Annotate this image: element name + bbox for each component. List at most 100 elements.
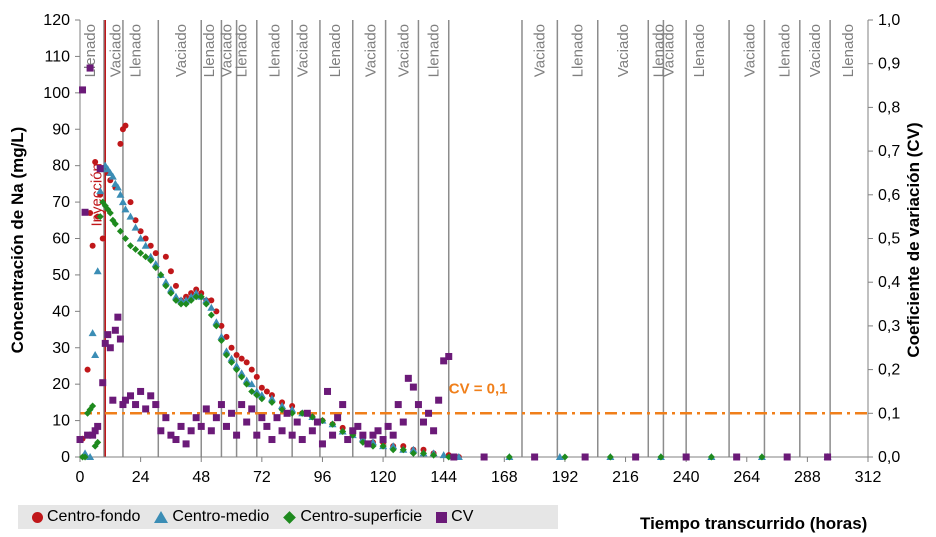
data-point-centro-superficie: [167, 289, 175, 297]
data-point-centro-fondo: [152, 250, 159, 257]
y-tick-label: 100: [43, 85, 70, 102]
data-point-cv: [172, 436, 180, 444]
data-point-cv: [106, 344, 114, 352]
y2-tick-label: 0,6: [878, 187, 900, 204]
data-point-centro-medio: [146, 252, 155, 260]
x-tick-label: 216: [612, 469, 639, 486]
data-point-centro-superficie: [111, 220, 119, 228]
triangle-marker-icon: [154, 511, 169, 523]
phase-label: Llenado: [201, 24, 218, 77]
circle-marker-icon: [32, 511, 43, 523]
data-point-cv: [298, 436, 306, 444]
phase-label: Vaciado: [660, 24, 677, 77]
y-tick-label: 0: [61, 449, 70, 466]
data-point-centro-fondo: [248, 366, 255, 373]
data-point-centro-fondo: [99, 235, 106, 242]
data-point-centro-fondo: [208, 297, 215, 304]
chart-plot: Llenado Vaciado Llenado Vaciado Llenado Vacia…: [43, 12, 900, 486]
data-point-centro-superficie: [202, 300, 210, 308]
data-point-cv: [94, 422, 102, 430]
diamond-marker-icon: [283, 510, 297, 524]
data-point-centro-medio: [108, 172, 117, 180]
x-tick-label: 168: [491, 469, 518, 486]
y-tick-label: 30: [52, 340, 70, 357]
data-point-centro-medio: [252, 387, 261, 395]
data-point-cv: [399, 418, 407, 426]
legend-label: Centro-medio: [172, 508, 270, 525]
phase-label: Llenado: [650, 24, 667, 77]
data-point-cv: [339, 401, 347, 409]
data-point-centro-fondo: [213, 308, 220, 315]
data-point-centro-medio: [126, 212, 135, 220]
data-point-cv: [121, 396, 129, 404]
data-point-cv: [76, 436, 84, 444]
data-point-cv: [329, 431, 337, 439]
data-point-centro-medio: [131, 223, 140, 231]
data-point-cv: [177, 422, 185, 430]
data-point-cv: [132, 401, 140, 409]
data-point-centro-medio: [278, 402, 287, 410]
data-point-cv: [394, 401, 402, 409]
legend-item-centro-fondo: Centro-fondo: [32, 508, 140, 526]
data-point-centro-superficie: [187, 296, 195, 304]
y-tick-label: 80: [52, 158, 70, 175]
data-point-cv: [334, 414, 342, 422]
data-point-centro-fondo: [233, 352, 240, 359]
data-point-centro-fondo: [263, 388, 270, 395]
y2-tick-label: 0,5: [878, 231, 900, 248]
data-point-cv: [212, 414, 220, 422]
legend-item-cv: CV: [436, 508, 473, 526]
data-point-centro-superficie: [419, 449, 427, 457]
data-point-centro-superficie: [96, 213, 104, 221]
phase-label: Vaciado: [294, 24, 311, 77]
data-point-centro-superficie: [238, 373, 246, 381]
data-point-centro-medio: [141, 241, 150, 249]
data-point-centro-medio: [86, 453, 95, 460]
data-point-centro-superficie: [339, 428, 347, 436]
data-point-cv: [111, 326, 119, 334]
data-point-centro-superficie: [152, 264, 160, 272]
data-point-centro-superficie: [399, 446, 407, 454]
data-point-cv: [228, 409, 236, 417]
data-point-centro-medio: [113, 183, 122, 191]
data-point-centro-superficie: [409, 449, 417, 457]
data-point-centro-superficie: [207, 311, 215, 319]
data-point-centro-medio: [267, 394, 276, 402]
x-tick-label: 240: [673, 469, 700, 486]
data-point-centro-superficie: [561, 453, 569, 461]
x-tick-label: 144: [430, 469, 457, 486]
data-point-cv: [581, 453, 589, 461]
data-point-cv: [142, 405, 150, 413]
data-point-cv: [86, 64, 94, 72]
data-point-centro-medio: [151, 259, 160, 267]
x-tick-label: 264: [733, 469, 760, 486]
data-point-centro-fondo: [137, 228, 144, 235]
legend-item-centro-medio: Centro-medio: [154, 508, 269, 526]
y2-tick-label: 0,0: [878, 449, 900, 466]
data-point-centro-fondo: [162, 253, 169, 260]
data-point-centro-medio: [182, 296, 191, 304]
data-point-centro-medio: [207, 303, 216, 311]
data-point-centro-superficie: [430, 451, 438, 459]
y-tick-label: 40: [52, 303, 70, 320]
legend-label: Centro-fondo: [47, 508, 141, 525]
phase-label: Llenado: [840, 24, 857, 77]
data-point-centro-medio: [166, 285, 175, 293]
data-point-centro-fondo: [218, 322, 225, 329]
data-point-cv: [99, 379, 107, 387]
data-point-centro-superficie: [106, 209, 114, 217]
data-point-centro-fondo: [228, 344, 235, 351]
data-point-cv: [81, 208, 89, 216]
data-point-centro-fondo: [147, 242, 154, 249]
y2-tick-label: 0,1: [878, 405, 900, 422]
data-point-cv: [733, 453, 741, 461]
data-point-cv: [344, 436, 352, 444]
y2-tick-label: 1,0: [878, 12, 900, 29]
data-point-centro-medio: [171, 292, 180, 300]
data-point-centro-medio: [136, 234, 145, 242]
data-point-cv: [116, 335, 124, 343]
y-tick-label: 10: [52, 413, 70, 430]
data-point-cv: [157, 427, 165, 435]
data-point-cv: [445, 352, 453, 360]
data-point-centro-superficie: [222, 351, 230, 359]
